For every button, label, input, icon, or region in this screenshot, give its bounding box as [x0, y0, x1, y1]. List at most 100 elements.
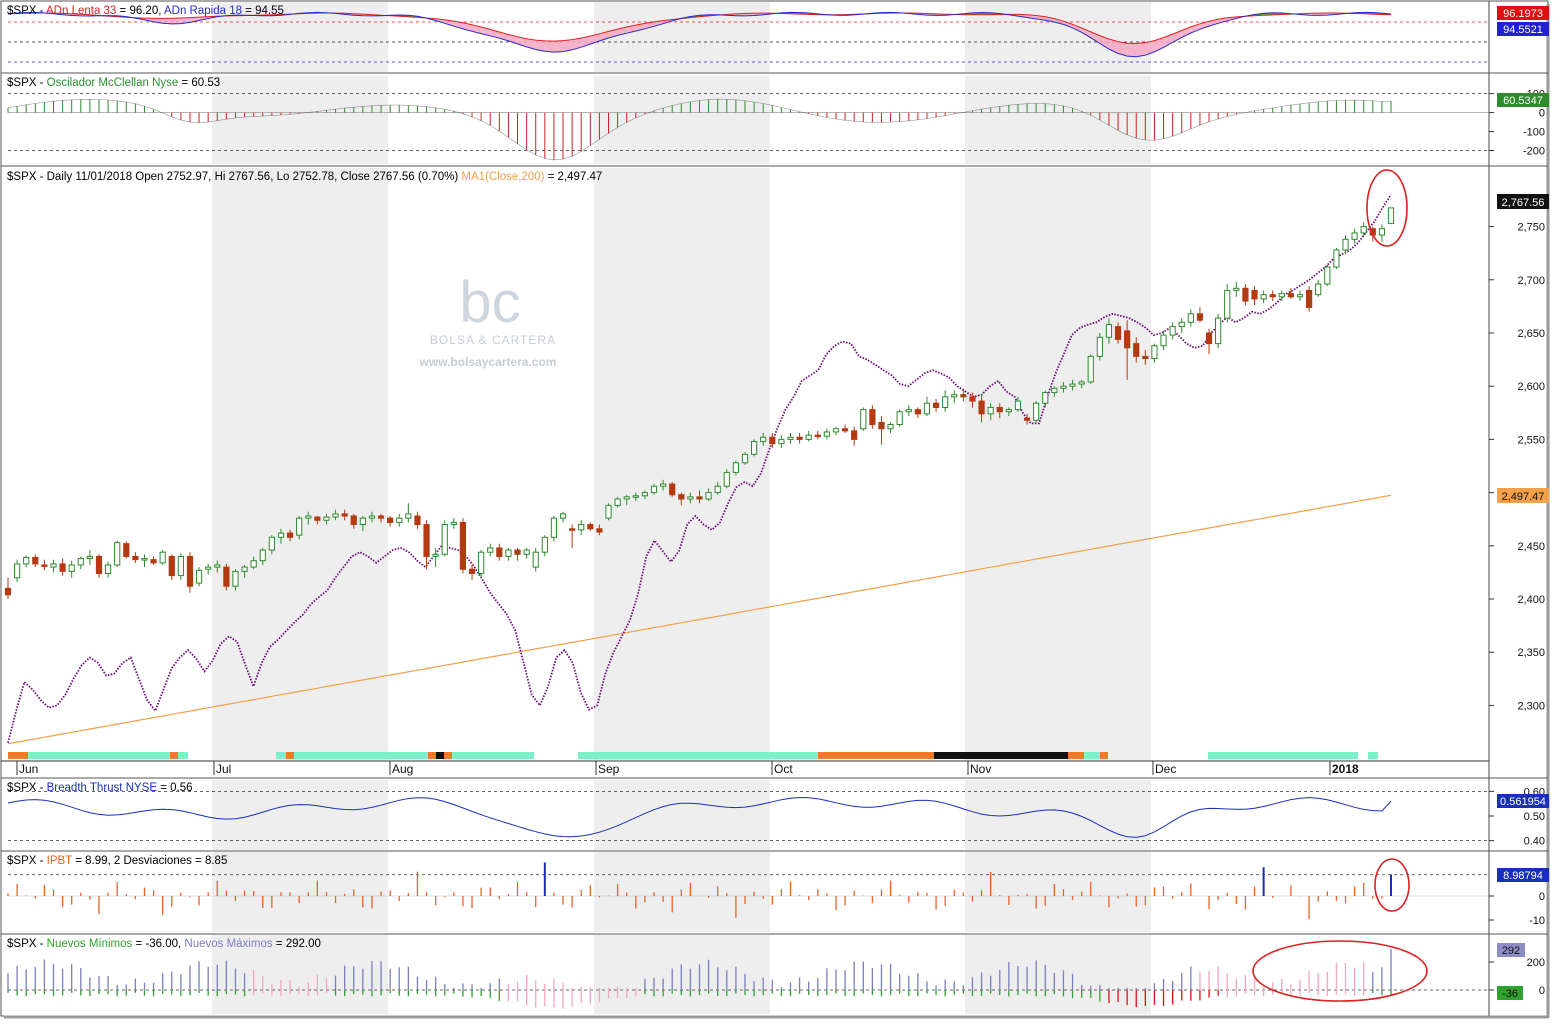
candle	[1333, 247, 1340, 270]
ad-fast-line	[7, 11, 1392, 58]
candle	[869, 405, 876, 429]
badge-new-lows: -36	[1497, 986, 1523, 1000]
candle	[559, 511, 567, 523]
candle-body	[769, 436, 776, 445]
state-strip-segment	[1084, 752, 1100, 759]
candle-body	[23, 557, 30, 565]
candle	[687, 492, 694, 504]
newhl-panel-title: $SPX - Nuevos Mínimos = -36.00, Nuevos M…	[7, 938, 321, 950]
candle-body	[1169, 326, 1176, 336]
candle-body	[1351, 232, 1358, 240]
candle-body	[1215, 317, 1222, 345]
candle-body	[750, 441, 758, 455]
candle	[1296, 290, 1304, 302]
candle	[1178, 318, 1185, 333]
candle	[387, 516, 394, 527]
candle	[441, 520, 448, 557]
candle-body	[41, 564, 48, 567]
candle-body	[341, 513, 348, 517]
candle-body	[1306, 289, 1313, 308]
candle-body	[714, 485, 721, 494]
ad-fill	[162, 18, 172, 24]
state-strip-segment	[818, 752, 934, 759]
candle	[923, 396, 931, 416]
candle	[1215, 313, 1222, 348]
candle-body	[1342, 238, 1349, 251]
candle	[623, 494, 630, 506]
candle-body	[296, 517, 303, 536]
candle-body	[13, 563, 21, 579]
candle	[932, 398, 940, 412]
candle-body	[1278, 293, 1285, 298]
candle	[1096, 332, 1103, 361]
candle-body	[1096, 336, 1103, 357]
candle	[951, 390, 958, 404]
candle-body	[1105, 323, 1113, 338]
candle-body	[550, 517, 558, 538]
candle	[150, 556, 157, 565]
candle-body	[1133, 343, 1140, 357]
shade-band	[965, 780, 1151, 850]
candle	[814, 430, 821, 440]
candle	[305, 511, 312, 525]
candle-body	[32, 557, 39, 565]
candle-body	[1078, 381, 1085, 385]
state-strip-segment	[170, 752, 178, 759]
state-strip-segment	[444, 752, 452, 759]
candle-body	[787, 436, 794, 440]
candle	[569, 524, 576, 548]
candle	[205, 563, 212, 575]
candle	[223, 563, 230, 591]
candle-body	[68, 564, 75, 572]
candle	[23, 555, 30, 568]
ad-fill	[453, 21, 463, 29]
candle-body	[978, 400, 985, 415]
candle-body	[277, 532, 285, 538]
candle	[723, 469, 730, 489]
candle	[514, 547, 521, 561]
candle	[996, 403, 1003, 419]
candle-body	[314, 516, 321, 521]
ad-fill	[1063, 21, 1073, 28]
month-label: Nov	[970, 762, 991, 776]
candle-body	[4, 587, 12, 596]
candle-body	[660, 483, 667, 487]
candle-body	[923, 402, 931, 415]
candle-body	[350, 515, 357, 526]
candle-body	[796, 436, 803, 440]
month-label: Dec	[1155, 762, 1176, 776]
ad-fill	[535, 40, 545, 52]
candle-body	[951, 394, 958, 398]
candle-body	[969, 396, 976, 402]
candle-body	[1014, 400, 1022, 411]
badge-ma200: 2,497.47	[1497, 488, 1549, 503]
price-tick-label: 2,700	[1517, 275, 1545, 287]
state-strip-segment	[1208, 752, 1358, 759]
state-strip-segment	[436, 752, 444, 759]
annotations	[1252, 169, 1428, 1002]
candle	[341, 509, 348, 521]
candle-body	[487, 547, 494, 553]
candle-body	[578, 524, 585, 531]
candle-body	[450, 521, 457, 526]
candle	[1133, 337, 1140, 363]
shade-band	[212, 935, 388, 1014]
candle	[1169, 322, 1176, 340]
candle-body	[414, 515, 421, 526]
candle-body	[95, 555, 103, 574]
shade-band	[212, 780, 388, 850]
candle	[1360, 222, 1367, 238]
month-label: Jul	[216, 762, 231, 776]
candle-body	[523, 549, 530, 555]
candle-body	[159, 551, 166, 564]
candle	[468, 564, 476, 580]
candle-body	[814, 434, 821, 438]
candle	[32, 554, 39, 568]
candle-body	[368, 515, 376, 519]
candle-body	[732, 462, 739, 473]
candle-body	[168, 555, 175, 577]
candle-body	[669, 483, 676, 496]
candle-body	[1378, 228, 1386, 236]
candle	[760, 433, 767, 446]
